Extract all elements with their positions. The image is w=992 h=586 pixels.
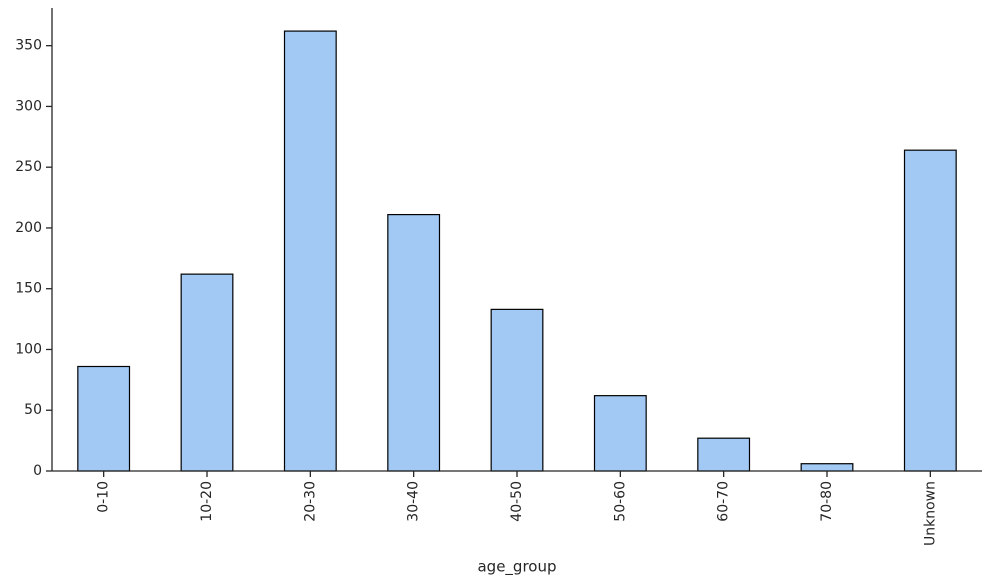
x-tick-label: 0-10: [96, 481, 112, 513]
bar: [387, 213, 441, 472]
y-tick-label: 50: [24, 402, 42, 418]
y-tick-label: 350: [15, 38, 42, 54]
bar: [903, 149, 957, 472]
x-tick-label: 10-20: [199, 481, 215, 522]
x-tick-label: Unknown: [922, 481, 938, 546]
x-tick-label: 50-60: [612, 481, 628, 522]
x-axis-label: age_group: [477, 558, 556, 577]
y-tick-label: 100: [15, 341, 42, 357]
bar: [283, 30, 337, 472]
x-tick-label: 40-50: [509, 481, 525, 522]
y-tick-label: 150: [15, 281, 42, 297]
y-tick-label: 0: [33, 463, 42, 479]
y-tick-label: 250: [15, 159, 42, 175]
y-tick-label: 200: [15, 220, 42, 236]
bar: [593, 395, 647, 472]
bar: [490, 308, 544, 472]
bar: [77, 365, 131, 472]
bar: [697, 437, 751, 472]
bar: [800, 463, 854, 472]
y-tick-label: 300: [15, 98, 42, 114]
x-tick-label: 60-70: [716, 481, 732, 522]
bar: [180, 273, 234, 472]
x-tick-label: 70-80: [819, 481, 835, 522]
x-tick-label: 30-40: [406, 481, 422, 522]
x-tick-label: 20-30: [302, 481, 318, 522]
